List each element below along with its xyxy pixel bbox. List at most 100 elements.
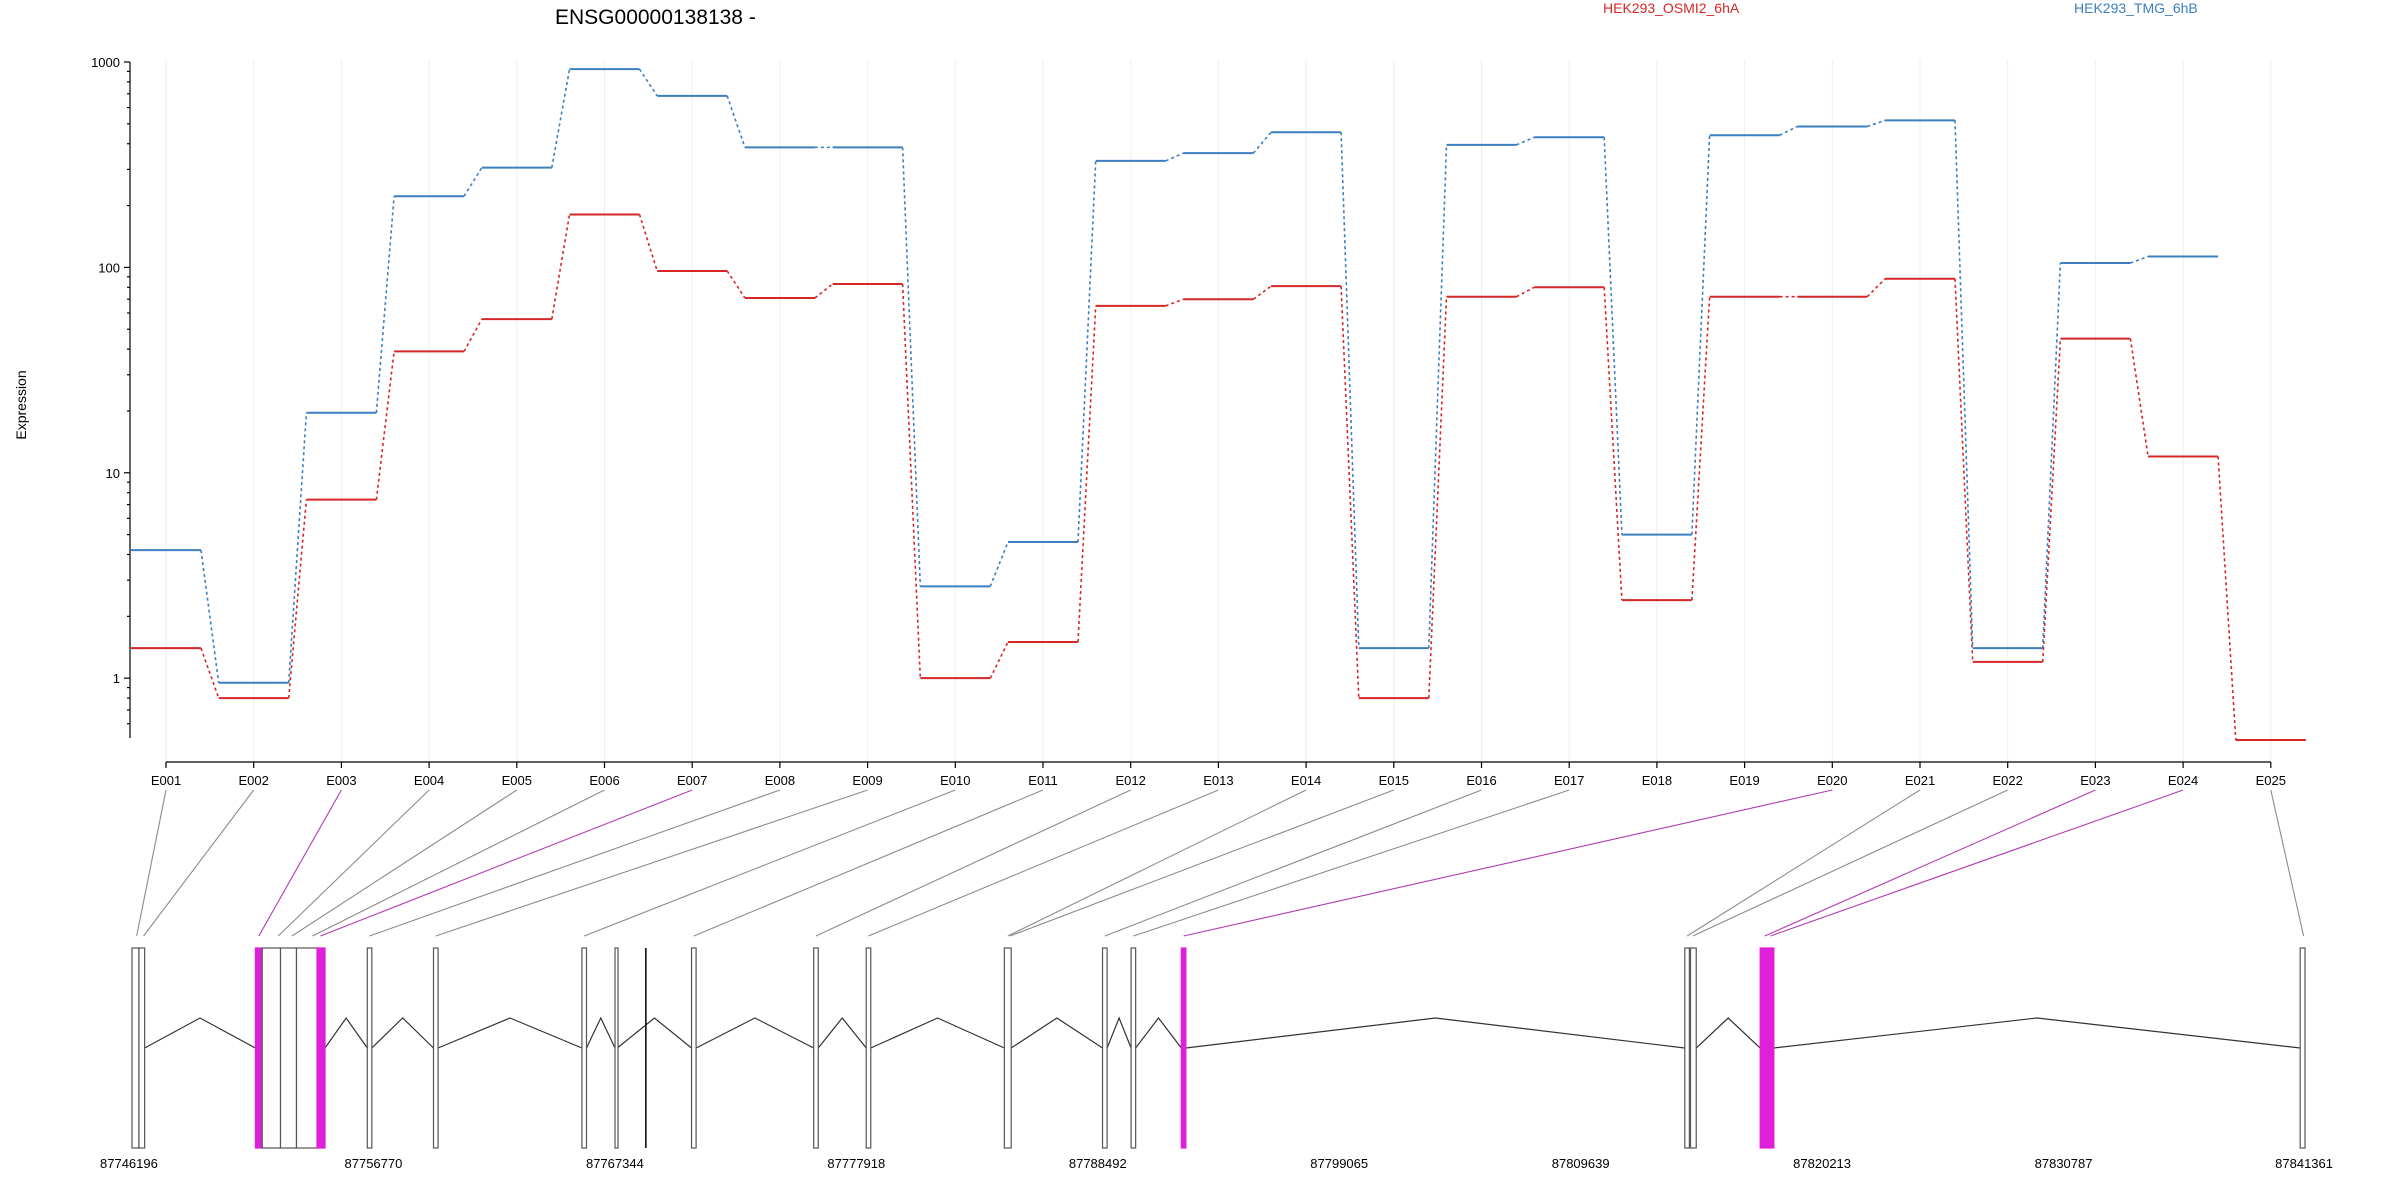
x-tick-label: E024 (2168, 773, 2198, 788)
intron-line (324, 1016, 368, 1049)
series-1-connector (1340, 286, 1360, 699)
exon-connector (320, 789, 693, 937)
series-2-connector (1691, 135, 1711, 535)
x-tick-label: E018 (1642, 773, 1672, 788)
exon-connector (143, 789, 255, 937)
series-1-connector (2217, 456, 2237, 741)
coordinate-label: 87777918 (827, 1156, 885, 1171)
x-tick-label: E020 (1817, 773, 1847, 788)
series-2-connector (1252, 131, 1272, 154)
x-axis: E001 E002 E003 E004 E005 E006 E007 E008 E009 E010… (151, 761, 2286, 788)
exon-box (1759, 947, 1769, 1149)
series-1-connector (375, 351, 395, 500)
series-2-connector (463, 167, 483, 197)
series-2-connector (901, 147, 922, 587)
series-1-connector (1077, 305, 1097, 643)
series-1-connector (287, 499, 308, 699)
exon-connector (435, 789, 868, 937)
exon-connector (1007, 789, 1307, 937)
series-1-connector (1165, 298, 1184, 307)
exon-box (1130, 947, 1137, 1149)
series-2-connector (1603, 137, 1623, 535)
exon-connector (1686, 789, 1921, 937)
coordinate-label: 87820213 (1793, 1156, 1851, 1171)
series-2-connector (551, 69, 571, 168)
series-2-connector (1340, 132, 1360, 649)
x-tick-label: E017 (1554, 773, 1584, 788)
series-2-connector (989, 541, 1009, 587)
series-2-connector (1165, 152, 1184, 162)
x-tick-label: E015 (1379, 773, 1409, 788)
legend-series-1: HEK293_OSMI2_6hA (1603, 0, 1740, 16)
exon-box (2299, 947, 2306, 1149)
exon-connector (1692, 789, 2008, 937)
intron-line (1135, 1017, 1182, 1049)
series-1-connector (2129, 338, 2149, 457)
series-2-connector (2041, 263, 2062, 649)
series-1-connector (1954, 278, 1974, 662)
x-tick-label: E016 (1466, 773, 1496, 788)
x-tick-label: E023 (2080, 773, 2110, 788)
intron-line (616, 1017, 692, 1049)
x-tick-label: E004 (414, 773, 444, 788)
series-1-connector (200, 647, 220, 699)
exon-connector (136, 789, 167, 937)
exon-connector (1770, 789, 2184, 937)
x-tick-label: E007 (677, 773, 707, 788)
exon-connector (815, 789, 1131, 937)
series-1-connector (1516, 286, 1535, 298)
x-tick-label: E003 (326, 773, 356, 788)
exon-connector (1183, 789, 1833, 937)
intron-line (437, 1017, 583, 1049)
coordinate-label: 87746196 (100, 1156, 158, 1171)
series-1-connector (814, 283, 834, 299)
coordinate-label: 87767344 (586, 1156, 644, 1171)
intron-line (144, 1017, 256, 1049)
y-tick-label: 10 (106, 466, 120, 481)
exon-box (131, 947, 140, 1149)
exon-box (254, 947, 263, 1149)
exon-box (1689, 947, 1697, 1149)
exon-box (316, 947, 326, 1149)
exon-connector (693, 789, 1044, 937)
coordinate-label: 87756770 (345, 1156, 403, 1171)
intron-line (1773, 1017, 2301, 1049)
exon-box (813, 947, 819, 1149)
series-1-connector (1866, 278, 1886, 298)
exon-box (1767, 947, 1775, 1149)
intron-line (1106, 1016, 1132, 1049)
x-tick-label: E025 (2256, 773, 2286, 788)
intron-line (1185, 1017, 1685, 1049)
chart-title: ENSG00000138138 - (555, 6, 756, 29)
genomic-coordinate-axis: 87746196 87756770 87767344 87777918 87788492… (100, 1156, 2333, 1171)
y-tick-label: 1 (113, 671, 120, 686)
intron-line (371, 1017, 434, 1049)
series-2-connector (375, 196, 395, 413)
series-1-connector (1691, 296, 1711, 601)
x-tick-label: E022 (1993, 773, 2023, 788)
exon-box (1003, 947, 1012, 1149)
x-tick-label: E019 (1729, 773, 1759, 788)
chart-header: ENSG00000138138 - HEK293_OSMI2_6hA HEK29… (555, 0, 2198, 29)
exon-box (138, 947, 146, 1149)
exon-box (261, 947, 282, 1149)
exon-connector (1764, 789, 2096, 937)
series-1-connector (989, 641, 1009, 679)
x-tick-label: E005 (502, 773, 532, 788)
exon-box (295, 947, 318, 1149)
series-2-connector (726, 95, 746, 148)
exon-box (865, 947, 872, 1149)
x-tick-label: E002 (239, 773, 269, 788)
exon-box (614, 947, 619, 1149)
series-1-connector (638, 214, 658, 272)
series-2-connector (2130, 255, 2149, 264)
coordinate-label: 87809639 (1552, 1156, 1610, 1171)
y-tick-label: 100 (98, 260, 120, 275)
intron-line (817, 1017, 867, 1049)
y-tick-label: 1000 (91, 55, 120, 70)
x-tick-label: E006 (589, 773, 619, 788)
exon-box (366, 947, 373, 1149)
exon-connector (584, 789, 956, 937)
series-2-connector (1779, 125, 1798, 136)
